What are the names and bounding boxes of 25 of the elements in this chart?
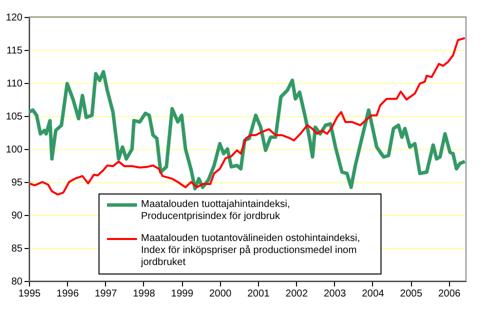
x-tick-label: 2003 (324, 288, 346, 300)
y-tick-label: 100 (6, 144, 23, 156)
x-tick-label: 2005 (400, 288, 423, 300)
y-tick-label: 120 (6, 12, 23, 24)
x-tick-label: 1996 (56, 288, 80, 300)
y-tick-label: 115 (6, 46, 23, 56)
line-series (29, 70, 466, 190)
x-tick-label: 1995 (18, 288, 42, 300)
x-tick-label: 1999 (171, 288, 194, 300)
x-tick-label: 2004 (362, 288, 385, 300)
x-tick-label: 2006 (438, 288, 461, 300)
x-tick-label: 1997 (94, 288, 118, 300)
y-tick-label: 105 (6, 112, 23, 122)
line-series (29, 37, 466, 196)
y-tick-label: 95 (11, 178, 23, 188)
x-tick-label: 2002 (286, 288, 308, 300)
y-tick-label: 80 (11, 276, 23, 288)
y-tick-label: 90 (11, 210, 23, 222)
x-tick-label: 2001 (247, 288, 270, 300)
legend-label: Maatalouden tuottajahintaindeksi, Producentprisindex för jordbruk (141, 199, 290, 222)
y-tick-label: 85 (11, 244, 23, 254)
y-tick-label: 110 (6, 78, 23, 90)
legend-label: Maatalouden tuotantovälineiden ostohintaindeksi, Index för inköpspriser på productionsmedel inom jordbruket (140, 233, 360, 268)
x-tick-label: 2000 (209, 288, 232, 300)
x-tick-label: 1998 (132, 288, 156, 300)
